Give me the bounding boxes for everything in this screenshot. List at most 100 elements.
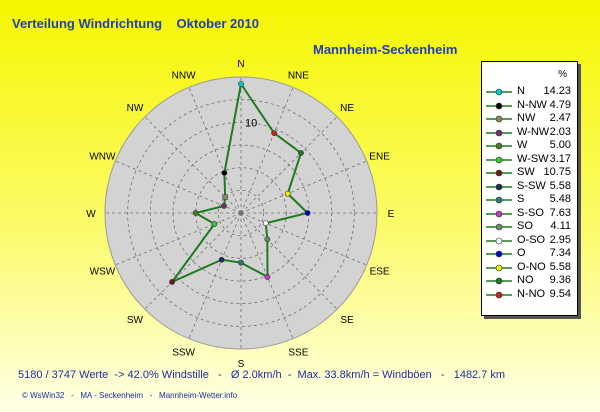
data-point xyxy=(264,236,271,243)
legend-header: % xyxy=(558,69,567,80)
grid-spoke xyxy=(115,212,242,266)
legend-item: NW 2.47 xyxy=(482,112,577,125)
data-point xyxy=(221,169,228,176)
stats-line: 5180 / 3747 Werte -> 42.0% Windstille - … xyxy=(18,369,506,381)
legend-swatch xyxy=(486,142,512,150)
legend-swatch xyxy=(486,277,512,285)
credits-line: © WsWin32 - MA - Seckenheim - Mannheim-W… xyxy=(22,391,238,400)
legend-direction: S-SO xyxy=(517,206,544,219)
data-point xyxy=(218,256,225,263)
legend-value: 5.58 xyxy=(549,260,571,273)
direction-label: WNW xyxy=(89,152,116,163)
grid-spoke xyxy=(240,212,367,266)
direction-label: S xyxy=(238,359,245,370)
direction-label: E xyxy=(388,209,395,220)
data-point xyxy=(271,130,278,136)
legend-direction: W-NW xyxy=(517,125,550,138)
legend-item: S-SW 5.58 xyxy=(482,180,577,193)
data-point xyxy=(221,203,227,209)
legend-direction: NW xyxy=(517,112,536,124)
legend-item: N 14.23 xyxy=(482,85,577,98)
legend-value: 3.17 xyxy=(549,152,571,165)
data-point xyxy=(298,150,304,156)
direction-label: SE xyxy=(340,315,354,326)
grid-spoke xyxy=(240,87,294,214)
legend-item: S 5.48 xyxy=(482,193,577,206)
legend-swatch xyxy=(486,169,512,177)
direction-label: NW xyxy=(127,103,144,114)
grid-spoke xyxy=(240,116,338,214)
legend-value: 4.79 xyxy=(549,98,571,111)
legend-swatch xyxy=(486,250,512,258)
legend-swatch xyxy=(486,115,512,123)
direction-label: ENE xyxy=(369,152,390,163)
legend-direction: N-NW xyxy=(517,98,547,111)
direction-label: N xyxy=(237,59,244,70)
legend-direction: NO xyxy=(517,274,534,286)
data-point xyxy=(238,259,244,266)
legend-swatch xyxy=(486,196,512,204)
location-label: Mannheim-Seckenheim xyxy=(313,42,458,57)
grid-ring xyxy=(195,167,287,259)
direction-label: W xyxy=(86,209,96,220)
legend: % N 14.23 N-NW 4.79 NW 2.47 W-NW 2.03 W 5.00 W-SW 3… xyxy=(481,61,578,316)
legend-direction: W xyxy=(517,139,528,151)
direction-label: NE xyxy=(340,103,354,114)
grid-spoke xyxy=(115,160,242,214)
legend-item: SO 4.11 xyxy=(482,220,577,233)
legend-swatch xyxy=(486,156,512,163)
legend-item: W 5.00 xyxy=(482,139,577,152)
data-point xyxy=(169,279,175,285)
legend-value: 4.11 xyxy=(550,220,571,232)
legend-item: NO 9.36 xyxy=(482,274,577,287)
legend-value: 2.95 xyxy=(549,233,571,246)
direction-label: SW xyxy=(127,315,144,326)
grid-spoke xyxy=(240,212,338,310)
legend-swatch xyxy=(486,237,512,244)
legend-value: 9.54 xyxy=(549,287,571,300)
legend-item: S-SO 7.63 xyxy=(482,207,577,220)
grid-ring xyxy=(217,189,265,237)
legend-swatch xyxy=(486,88,512,96)
legend-value: 7.34 xyxy=(549,247,571,259)
legend-swatch xyxy=(486,183,512,190)
direction-label: NNE xyxy=(288,70,309,81)
data-point xyxy=(262,220,269,227)
legend-item: W-NW 2.03 xyxy=(482,126,577,139)
legend-direction: SW xyxy=(517,166,535,178)
data-point xyxy=(284,190,291,197)
legend-direction: O-NO xyxy=(517,260,546,273)
legend-item: N-NO 9.54 xyxy=(482,288,577,301)
legend-value: 5.48 xyxy=(549,193,571,205)
legend-direction: W-SW xyxy=(517,152,549,165)
data-point xyxy=(192,210,199,216)
grid-spoke xyxy=(188,212,242,339)
legend-item: O 7.34 xyxy=(482,247,577,260)
grid-spoke xyxy=(188,87,242,214)
legend-value: 5.00 xyxy=(549,139,571,151)
legend-direction: N xyxy=(517,85,525,97)
legend-direction: O-SO xyxy=(517,233,546,246)
legend-direction: N-NO xyxy=(517,287,546,300)
direction-label: ESE xyxy=(370,266,390,277)
legend-value: 2.03 xyxy=(549,125,571,138)
direction-label: SSW xyxy=(172,348,195,359)
data-point xyxy=(222,194,229,201)
legend-value: 7.63 xyxy=(549,206,571,219)
direction-label: WSW xyxy=(90,266,116,277)
legend-value: 9.36 xyxy=(549,274,571,286)
legend-swatch xyxy=(486,223,512,231)
legend-direction: SO xyxy=(517,220,533,232)
grid-ring xyxy=(127,99,355,327)
data-point xyxy=(304,210,311,216)
legend-value: 10.75 xyxy=(543,166,571,178)
legend-value: 14.23 xyxy=(543,85,571,97)
grid-spoke xyxy=(240,160,367,214)
legend-swatch xyxy=(486,129,512,136)
legend-direction: S xyxy=(517,193,525,205)
legend-value: 2.47 xyxy=(549,112,571,124)
ring-label: 10 xyxy=(245,117,257,129)
legend-item: O-NO 5.58 xyxy=(482,261,577,274)
legend-item: O-SO 2.95 xyxy=(482,234,577,247)
